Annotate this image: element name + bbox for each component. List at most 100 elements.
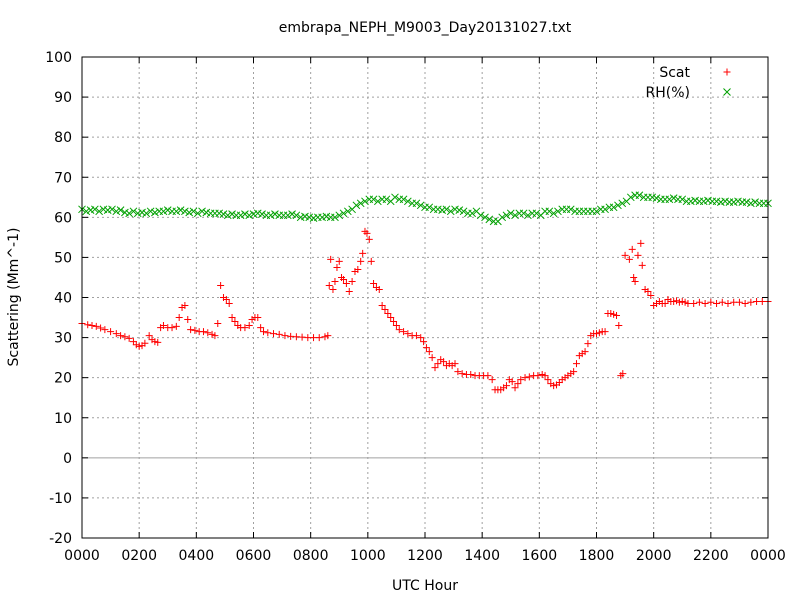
data-point bbox=[228, 314, 236, 322]
data-point bbox=[159, 322, 167, 330]
data-point bbox=[741, 300, 749, 308]
data-point bbox=[412, 199, 421, 208]
data-point bbox=[129, 338, 137, 346]
data-point bbox=[678, 298, 686, 306]
y-tick-label: -20 bbox=[49, 531, 72, 547]
data-point bbox=[498, 213, 507, 222]
data-point bbox=[521, 374, 529, 382]
legend-marker-scat bbox=[723, 68, 731, 76]
data-point bbox=[236, 211, 245, 220]
data-point bbox=[707, 298, 715, 306]
data-point bbox=[387, 314, 395, 322]
data-point bbox=[549, 209, 558, 218]
data-point bbox=[690, 300, 698, 308]
data-point bbox=[82, 207, 91, 216]
data-point bbox=[219, 210, 228, 218]
data-point bbox=[735, 298, 743, 306]
data-point bbox=[615, 322, 623, 330]
data-point bbox=[554, 207, 562, 216]
data-point bbox=[281, 332, 289, 340]
data-point bbox=[340, 275, 348, 283]
data-point bbox=[538, 370, 546, 378]
data-point bbox=[584, 340, 592, 348]
data-point bbox=[644, 287, 652, 295]
data-point bbox=[395, 326, 403, 334]
data-point bbox=[356, 199, 365, 208]
data-point bbox=[92, 322, 100, 330]
data-point bbox=[343, 207, 352, 216]
data-point bbox=[333, 263, 341, 271]
data-point bbox=[525, 373, 533, 381]
data-point bbox=[264, 329, 272, 337]
data-point bbox=[484, 372, 492, 380]
data-point bbox=[181, 207, 189, 216]
data-point bbox=[502, 211, 511, 220]
y-tick-label: 90 bbox=[54, 90, 72, 106]
data-point bbox=[125, 334, 133, 342]
data-point bbox=[566, 205, 575, 214]
series-rh bbox=[78, 191, 772, 226]
data-point bbox=[592, 207, 601, 216]
data-point bbox=[97, 324, 105, 332]
data-point bbox=[382, 195, 391, 204]
data-point bbox=[365, 235, 373, 243]
data-point bbox=[327, 255, 335, 263]
data-point bbox=[241, 324, 249, 332]
data-point bbox=[369, 195, 378, 204]
data-point bbox=[390, 318, 398, 326]
data-point bbox=[231, 318, 239, 326]
x-tick-label: 1400 bbox=[464, 548, 500, 564]
data-point bbox=[228, 210, 236, 218]
data-point bbox=[168, 324, 176, 332]
data-point bbox=[404, 330, 412, 338]
series-scat bbox=[78, 227, 772, 394]
data-point bbox=[751, 198, 759, 206]
y-tick-label: 80 bbox=[54, 130, 72, 146]
grid bbox=[82, 57, 768, 538]
data-point bbox=[488, 376, 496, 384]
data-point bbox=[175, 314, 183, 322]
data-point bbox=[511, 384, 519, 392]
data-point bbox=[112, 207, 121, 216]
data-point bbox=[673, 297, 681, 305]
data-point bbox=[361, 197, 369, 206]
data-point bbox=[626, 193, 635, 202]
data-point bbox=[701, 300, 709, 308]
data-point bbox=[669, 194, 678, 202]
data-point bbox=[746, 199, 755, 208]
data-point bbox=[176, 206, 185, 214]
data-point bbox=[619, 370, 627, 378]
data-point bbox=[345, 287, 353, 295]
data-point bbox=[581, 348, 589, 356]
data-point bbox=[613, 312, 621, 320]
data-point bbox=[384, 310, 392, 318]
data-point bbox=[652, 194, 661, 202]
data-point bbox=[324, 332, 332, 340]
data-point bbox=[331, 213, 339, 222]
data-point bbox=[348, 277, 356, 285]
data-point bbox=[467, 370, 475, 378]
data-point bbox=[132, 341, 140, 349]
data-point bbox=[601, 205, 609, 214]
x-tick-label: 1600 bbox=[522, 548, 558, 564]
data-point bbox=[181, 302, 189, 310]
data-point bbox=[185, 208, 194, 217]
data-point bbox=[154, 338, 162, 346]
data-point bbox=[695, 298, 703, 306]
data-point bbox=[211, 332, 219, 340]
data-point bbox=[517, 376, 525, 384]
data-point bbox=[420, 338, 428, 346]
data-point bbox=[442, 205, 451, 214]
data-point bbox=[266, 211, 275, 220]
data-point bbox=[145, 332, 153, 340]
x-tick-label: 2000 bbox=[636, 548, 672, 564]
y-tick-label: -10 bbox=[49, 491, 72, 507]
data-point bbox=[570, 368, 578, 376]
data-point bbox=[257, 324, 265, 332]
data-point bbox=[112, 330, 120, 338]
x-tick-label: 0800 bbox=[293, 548, 329, 564]
data-point bbox=[321, 333, 329, 341]
data-point bbox=[742, 198, 751, 206]
data-point bbox=[511, 211, 519, 220]
data-point bbox=[142, 209, 151, 218]
